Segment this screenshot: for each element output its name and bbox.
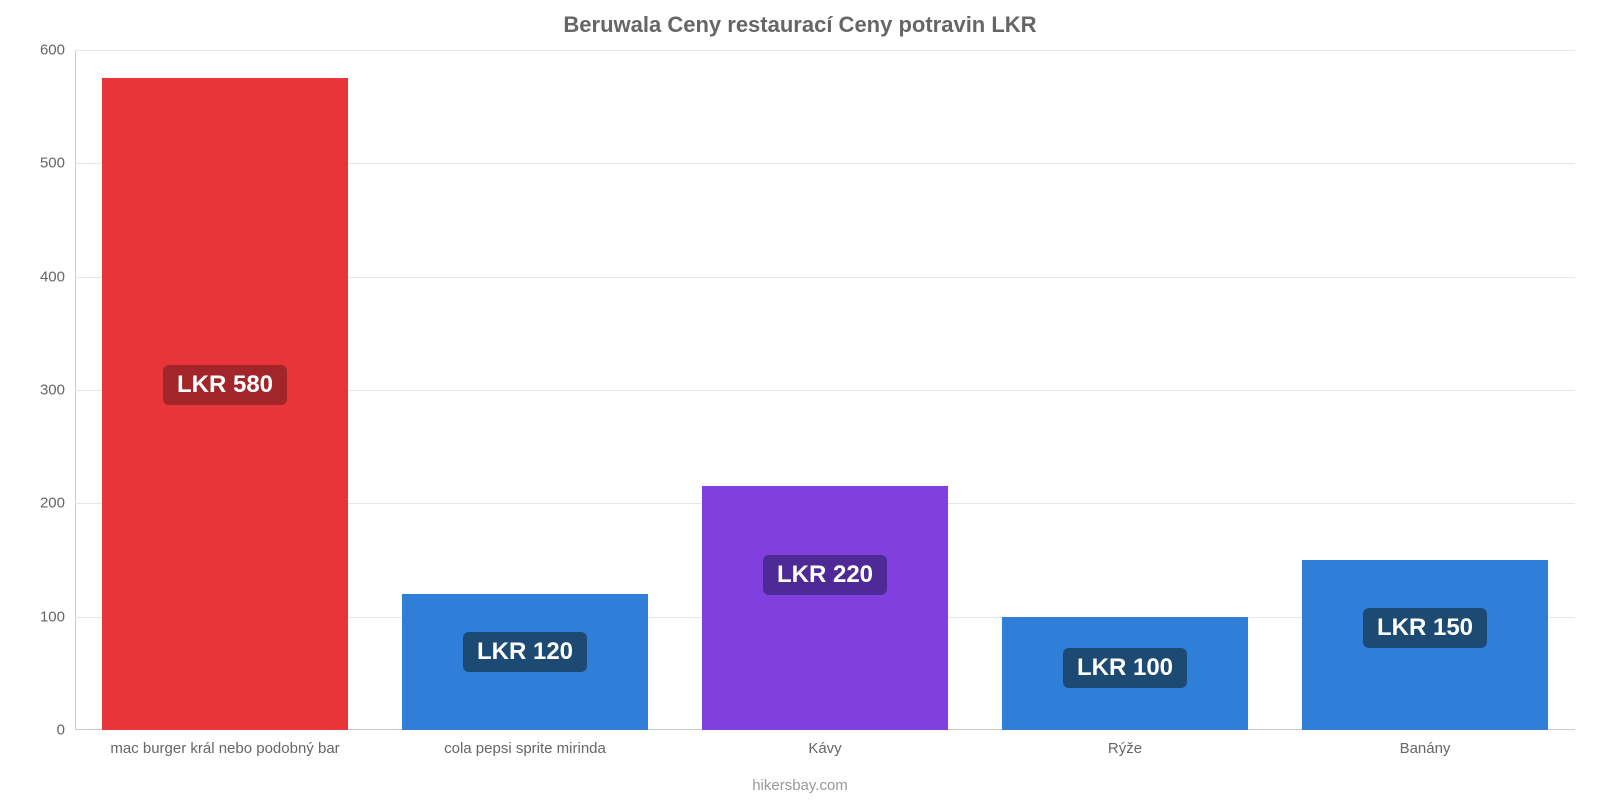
x-category-label: Banány: [1400, 740, 1451, 757]
y-tick-label: 200: [15, 495, 65, 512]
x-category-label: cola pepsi sprite mirinda: [444, 740, 606, 757]
y-tick-label: 100: [15, 608, 65, 625]
y-tick-label: 500: [15, 155, 65, 172]
chart-footer: hikersbay.com: [0, 777, 1600, 794]
x-category-label: mac burger král nebo podobný bar: [110, 740, 339, 757]
x-category-label: Rýže: [1108, 740, 1142, 757]
y-tick-label: 0: [15, 722, 65, 739]
bar-value-label: LKR 100: [1063, 648, 1187, 688]
chart-title: Beruwala Ceny restaurací Ceny potravin L…: [0, 12, 1600, 38]
bar-value-label: LKR 120: [463, 632, 587, 672]
y-tick-label: 400: [15, 268, 65, 285]
chart-container: Beruwala Ceny restaurací Ceny potravin L…: [0, 0, 1600, 800]
bar: [702, 486, 948, 730]
x-category-label: Kávy: [808, 740, 841, 757]
y-tick-label: 300: [15, 382, 65, 399]
grid-line: [75, 50, 1575, 51]
bar-value-label: LKR 150: [1363, 608, 1487, 648]
y-tick-label: 600: [15, 42, 65, 59]
plot-area: 0100200300400500600LKR 580mac burger krá…: [75, 50, 1575, 730]
bar-value-label: LKR 580: [163, 365, 287, 405]
bar-value-label: LKR 220: [763, 555, 887, 595]
